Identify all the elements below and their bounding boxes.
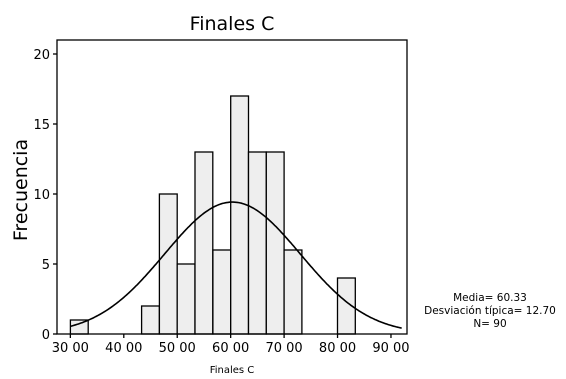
normal-curve (70, 201, 402, 329)
x-tick-label: 40 00 (105, 341, 142, 356)
histogram-bar (283, 249, 303, 335)
histogram-bar (140, 305, 161, 335)
histogram-bar (247, 151, 267, 335)
y-tick-label: 20 (33, 48, 50, 63)
stat-mean: Media= 60.33 (453, 292, 527, 304)
histogram-bar (194, 151, 214, 335)
stat-std-dev: Desviación típica= 12.70 (424, 305, 556, 317)
histogram-bar (176, 263, 196, 335)
x-axis-label: Finales C (210, 365, 255, 376)
histogram-bar (212, 249, 232, 335)
histogram-bar (158, 193, 178, 335)
plot-frame (56, 39, 408, 335)
stat-n: N= 90 (473, 318, 506, 330)
y-tick-label: 15 (33, 118, 50, 133)
y-axis-label: Frecuencia (10, 139, 32, 241)
x-tick-label: 80 00 (319, 341, 356, 356)
stats-box: Media= 60.33 Desviación típica= 12.70 N=… (424, 292, 556, 330)
histogram-bar (230, 95, 250, 335)
y-axis-ticks: 0 5 10 15 20 (33, 48, 57, 343)
x-tick-label: 90 00 (372, 341, 409, 356)
y-tick-label: 10 (33, 188, 50, 203)
x-tick-label: 60 00 (212, 341, 249, 356)
x-axis-ticks: 30 00 40 00 50 00 60 00 70 00 80 00 90 00 (52, 334, 410, 356)
y-tick-label: 5 (42, 258, 50, 273)
x-tick-label: 30 00 (52, 341, 89, 356)
histogram-bars (69, 95, 356, 335)
chart-title: Finales C (190, 13, 275, 35)
y-tick-label: 0 (42, 328, 50, 343)
x-tick-label: 70 00 (265, 341, 302, 356)
x-tick-label: 50 00 (159, 341, 196, 356)
histogram-bar (265, 151, 285, 335)
